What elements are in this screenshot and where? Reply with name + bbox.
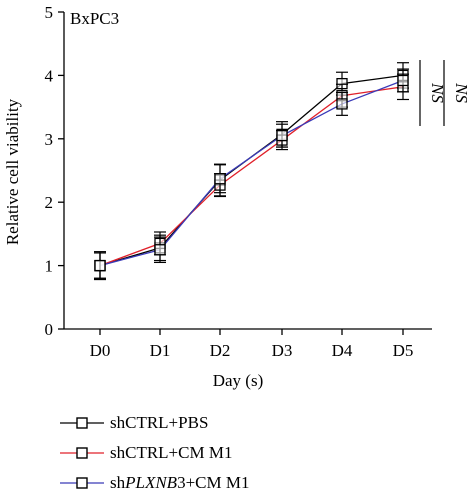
axes — [63, 12, 432, 330]
y-tick-label-1: 1 — [45, 257, 54, 276]
point-2-D2 — [214, 173, 226, 185]
series-line-0 — [99, 74, 404, 267]
series-markers-1 — [94, 73, 409, 279]
panel-label: BxPC3 — [70, 9, 119, 28]
series-1 — [99, 86, 404, 267]
ns-label-1: NS — [428, 82, 447, 103]
series-0 — [99, 74, 404, 267]
point-2-D4 — [336, 98, 348, 110]
legend-item-shctrl-pbs: shCTRL+PBS — [58, 408, 250, 438]
point-2-D0 — [94, 259, 106, 272]
ns-label-2: NS — [452, 82, 469, 103]
series-line-1 — [99, 86, 404, 267]
ns-annotations: NS NS — [419, 60, 469, 126]
x-tick-label-D2: D2 — [210, 341, 231, 360]
point-2-D1 — [154, 244, 166, 256]
legend-swatch-shctrl-pbs — [60, 417, 104, 429]
legend-swatch-shctrl-cm-m1 — [60, 447, 104, 459]
y-tick-label-5: 5 — [45, 3, 54, 22]
x-tick-label-D5: D5 — [393, 341, 414, 360]
legend: shCTRL+PBS shCTRL+CM M1 shPLXNB3+CM M1 — [58, 408, 250, 498]
series-markers-0 — [94, 62, 409, 281]
point-2-D5 — [397, 74, 409, 87]
x-tick-label-D3: D3 — [272, 341, 293, 360]
x-tick-label-D0: D0 — [90, 341, 111, 360]
y-ticks: 0 1 2 3 4 5 — [45, 3, 64, 339]
legend-item-shctrl-cm-m1: shCTRL+CM M1 — [58, 438, 250, 468]
point-2-D3 — [276, 129, 288, 142]
y-tick-label-3: 3 — [45, 130, 54, 149]
legend-label-shctrl-cm-m1: shCTRL+CM M1 — [110, 443, 233, 462]
x-tick-label-D4: D4 — [332, 341, 353, 360]
y-tick-label-0: 0 — [45, 320, 54, 339]
x-ticks: D0 D1 D2 D3 D4 D5 — [90, 329, 414, 360]
x-tick-label-D1: D1 — [150, 341, 171, 360]
series-layer — [94, 62, 409, 281]
legend-item-shplxnb3-cm-m1: shPLXNB3+CM M1 — [58, 468, 250, 498]
legend-swatch-shplxnb3-cm-m1 — [60, 477, 104, 489]
series-line-2 — [99, 79, 404, 267]
series-2 — [99, 79, 404, 267]
series-markers-2 — [94, 68, 409, 279]
legend-label-shplxnb3-cm-m1: shPLXNB3+CM M1 — [110, 473, 250, 492]
line-chart: BxPC3 0 1 2 3 4 5 D0 D1 D2 D3 D4 D5 Day (s) Relati… — [3, 3, 469, 390]
y-axis-label: Relative cell viability — [3, 98, 22, 245]
x-axis-label: Day (s) — [213, 371, 264, 390]
y-tick-label-2: 2 — [45, 193, 54, 212]
y-tick-label-4: 4 — [45, 66, 54, 85]
legend-label-shctrl-pbs: shCTRL+PBS — [110, 413, 209, 432]
